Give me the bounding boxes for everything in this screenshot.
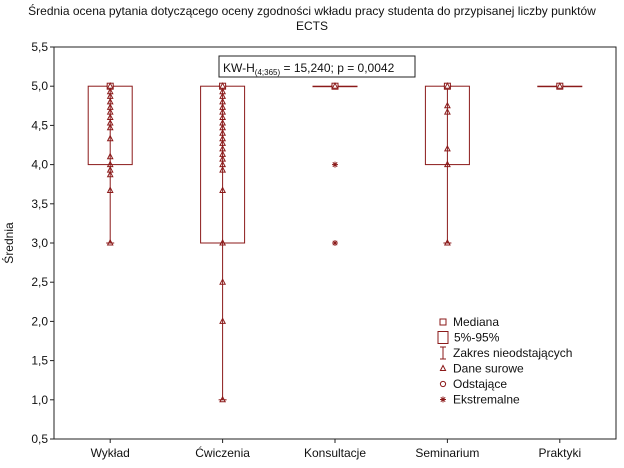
y-tick-label: 3,0 <box>31 236 48 250</box>
y-tick-label: 4,5 <box>31 118 48 132</box>
raw-point <box>219 278 227 285</box>
y-tick-label: 1,5 <box>31 354 48 368</box>
legend-label: 5%-95% <box>454 331 500 345</box>
raw-point <box>443 82 451 89</box>
legend-label: Ekstremalne <box>453 393 520 407</box>
y-tick-label: 4,0 <box>31 158 48 172</box>
boxes <box>87 82 583 403</box>
x-tick-label: Seminarium <box>415 446 479 460</box>
legend-item: Dane surowe <box>439 362 524 376</box>
y-tick-label: 1,0 <box>31 393 48 407</box>
raw-point <box>106 170 114 178</box>
stat-annotation: KW-H(4;365) = 15,240; p = 0,0042 <box>218 55 416 78</box>
raw-point <box>106 238 114 246</box>
chart-title-line1: Średnia ocena pytania dotyczącego oceny … <box>28 4 596 18</box>
legend-box-symbol <box>437 331 449 344</box>
raw-point <box>443 160 451 168</box>
raw-point <box>443 238 451 246</box>
legend-whisker-symbol <box>440 346 446 360</box>
stat-prefix: KW-H <box>223 61 255 75</box>
legend-median-symbol <box>439 318 447 326</box>
x-tick-label: Wykład <box>91 446 130 460</box>
raw-point <box>331 82 339 89</box>
raw-point <box>219 395 227 403</box>
raw-point <box>219 186 227 193</box>
raw-point <box>106 134 114 142</box>
legend-item: Odstające <box>439 377 507 391</box>
raw-point <box>219 317 227 324</box>
x-tick-label: Ćwiczenia <box>195 445 250 460</box>
box-group <box>87 82 133 246</box>
y-tick-label: 3,5 <box>31 197 48 211</box>
y-axis: 0,5 1,0 1,5 2,0 2,5 3,0 3,5 4,0 4,5 5,0 5,5 <box>31 40 54 446</box>
y-tick-label: 2,0 <box>31 314 48 328</box>
legend-extreme-symbol <box>440 396 446 403</box>
legend-label: Mediana <box>453 315 499 329</box>
x-tick-label: Konsultacje <box>304 446 366 460</box>
x-axis: Wykład Ćwiczenia Konsultacje Seminarium Prak… <box>91 439 581 460</box>
raw-point <box>219 166 227 173</box>
extreme-point <box>332 240 338 246</box>
stat-rest: = 15,240; p = 0,0042 <box>280 61 394 75</box>
y-tick-label: 2,5 <box>31 275 48 289</box>
raw-point <box>106 186 114 193</box>
legend-raw-symbol <box>439 364 447 371</box>
y-axis-label: Średnia <box>1 222 16 264</box>
legend: Mediana 5%-95%Zakres nieodstających Dane s… <box>437 315 572 407</box>
extreme-point <box>332 161 338 168</box>
box-group <box>200 82 246 403</box>
raw-point <box>443 107 451 115</box>
legend-label: Zakres nieodstających <box>453 346 572 360</box>
y-tick-label: 5,0 <box>31 79 48 93</box>
stat-annotation-box <box>218 55 416 78</box>
chart-title: Średnia ocena pytania dotyczącego oceny … <box>0 4 624 34</box>
raw-point <box>443 101 451 109</box>
stat-sub: (4;365) <box>255 68 281 77</box>
raw-point <box>106 152 114 160</box>
x-tick-label: Praktyki <box>538 446 581 460</box>
raw-point <box>106 123 114 131</box>
box-group <box>312 82 358 246</box>
raw-point <box>556 82 564 89</box>
box-group <box>537 82 583 90</box>
raw-point <box>219 238 227 246</box>
raw-point <box>443 144 451 152</box>
legend-item: Mediana <box>439 315 499 329</box>
legend-item: Zakres nieodstających <box>440 346 572 360</box>
y-tick-label: 0,5 <box>31 432 48 446</box>
stat-annotation-text: KW-H(4;365) = 15,240; p = 0,0042 <box>223 61 395 77</box>
y-tick-label: 5,5 <box>31 40 48 54</box>
chart-title-line2: ECTS <box>295 19 328 33</box>
box-group <box>424 82 470 246</box>
legend-label: Odstające <box>453 377 507 391</box>
legend-item: Ekstremalne <box>440 393 520 407</box>
legend-label: Dane surowe <box>453 362 524 376</box>
legend-item: 5%-95% <box>437 331 500 345</box>
legend-outlier-symbol <box>439 380 447 388</box>
